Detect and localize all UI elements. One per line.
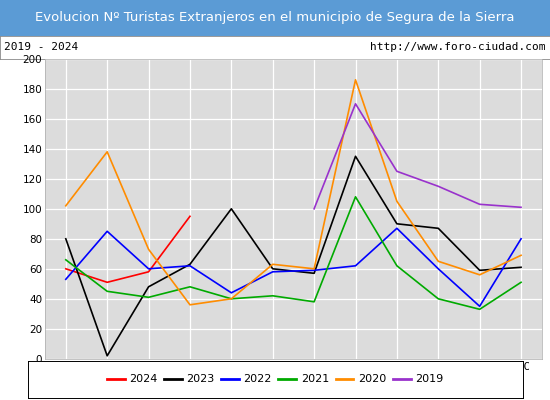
Text: http://www.foro-ciudad.com: http://www.foro-ciudad.com: [370, 42, 546, 52]
Text: Evolucion Nº Turistas Extranjeros en el municipio de Segura de la Sierra: Evolucion Nº Turistas Extranjeros en el …: [35, 12, 515, 24]
Legend: 2024, 2023, 2022, 2021, 2020, 2019: 2024, 2023, 2022, 2021, 2020, 2019: [103, 371, 447, 388]
Text: 2019 - 2024: 2019 - 2024: [4, 42, 79, 52]
